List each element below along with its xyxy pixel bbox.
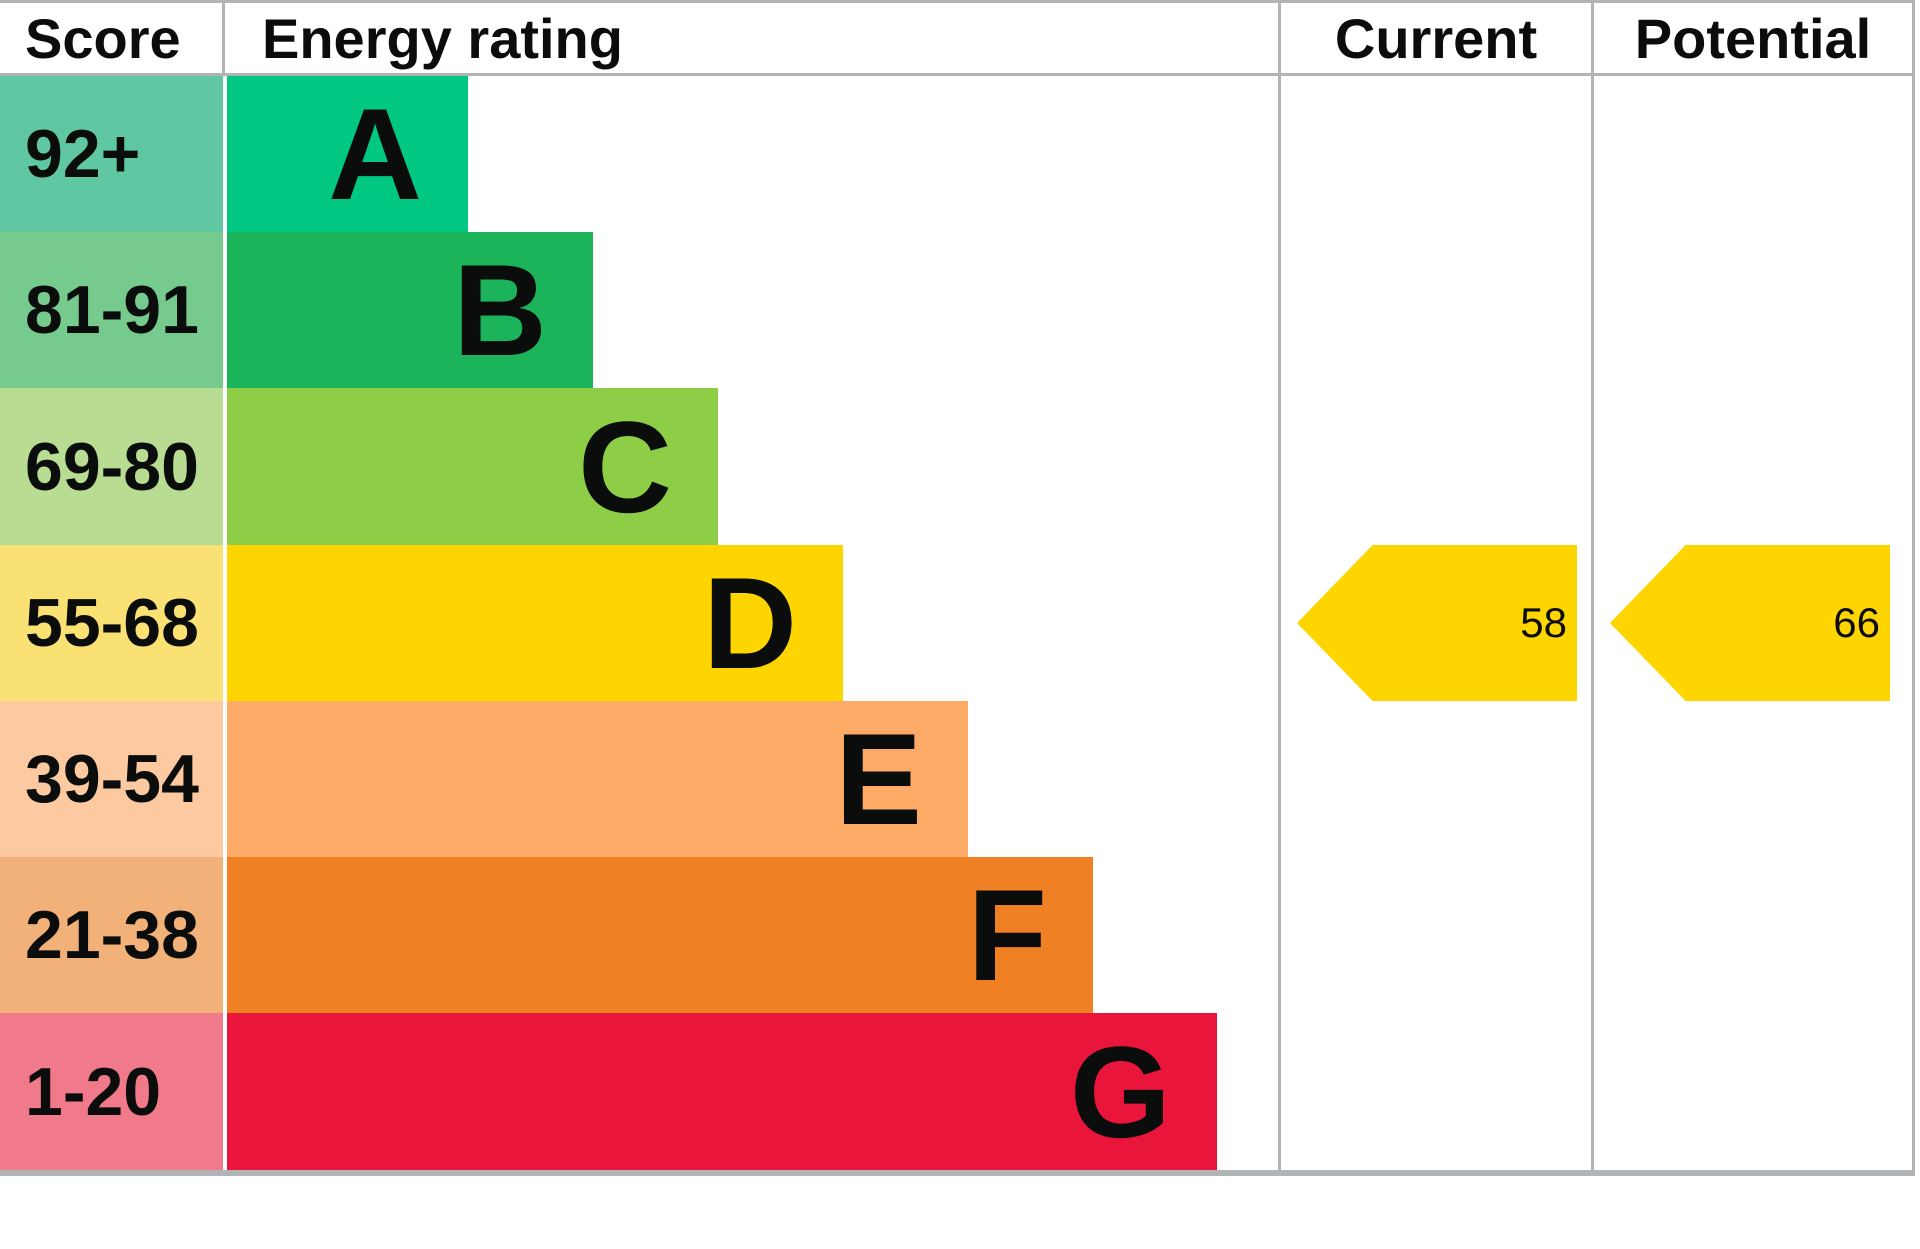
score-range-label-c: 69-80 bbox=[25, 428, 199, 505]
band-row-d: 55-68 D bbox=[0, 545, 1920, 701]
score-range-label-e: 39-54 bbox=[25, 741, 199, 817]
score-range-cell-f: 21-38 bbox=[0, 857, 223, 1013]
chart-top-border bbox=[0, 0, 1915, 3]
band-letter-g: G bbox=[1069, 1018, 1171, 1165]
chart-bottom-border bbox=[0, 1170, 1915, 1176]
score-range-label-f: 21-38 bbox=[25, 897, 199, 973]
energy-rating-column-header: Energy rating bbox=[262, 6, 623, 70]
score-range-label-a: 92+ bbox=[25, 116, 141, 192]
energy-band-bar-e: E bbox=[227, 701, 968, 857]
score-range-cell-a: 92+ bbox=[0, 76, 223, 232]
score-column-header: Score bbox=[25, 6, 181, 70]
potential-column-header: Potential bbox=[1634, 6, 1872, 70]
band-letter-b: B bbox=[453, 237, 547, 383]
potential-column-right-divider bbox=[1912, 0, 1915, 1170]
energy-band-bar-f: F bbox=[227, 857, 1093, 1013]
score-range-cell-e: 39-54 bbox=[0, 701, 223, 857]
energy-band-bar-d: D bbox=[227, 545, 843, 701]
score-range-label-g: 1-20 bbox=[25, 1053, 162, 1130]
energy-band-bar-c: C bbox=[227, 388, 718, 545]
score-range-cell-g: 1-20 bbox=[0, 1013, 223, 1170]
band-letter-c: C bbox=[578, 393, 672, 540]
score-range-label-b: 81-91 bbox=[25, 272, 199, 348]
band-letter-f: F bbox=[967, 862, 1047, 1008]
band-letter-e: E bbox=[835, 706, 922, 852]
band-row-e: 39-54 E bbox=[0, 701, 1920, 857]
header-bottom-border bbox=[0, 73, 1915, 76]
band-letter-a: A bbox=[328, 81, 422, 227]
current-column-header: Current bbox=[1334, 6, 1538, 70]
band-row-c: 69-80 C bbox=[0, 388, 1920, 545]
current-column-left-divider bbox=[1278, 0, 1281, 1170]
band-row-b: 81-91 B bbox=[0, 232, 1920, 388]
score-range-cell-c: 69-80 bbox=[0, 388, 223, 545]
score-range-label-d: 55-68 bbox=[25, 585, 199, 661]
band-row-a: 92+ A bbox=[0, 76, 1920, 232]
energy-band-bar-g: G bbox=[227, 1013, 1217, 1170]
score-column-divider bbox=[222, 3, 225, 73]
band-letter-d: D bbox=[703, 550, 797, 696]
current-column-right-divider bbox=[1591, 0, 1594, 1170]
energy-band-bar-b: B bbox=[227, 232, 593, 388]
score-range-cell-d: 55-68 bbox=[0, 545, 223, 701]
score-range-cell-b: 81-91 bbox=[0, 232, 223, 388]
current-rating-value: 58 bbox=[1520, 599, 1567, 646]
band-row-f: 21-38 F bbox=[0, 857, 1920, 1013]
band-row-g: 1-20 G bbox=[0, 1013, 1920, 1170]
potential-rating-value: 66 bbox=[1833, 599, 1880, 646]
energy-band-bar-a: A bbox=[227, 76, 468, 232]
